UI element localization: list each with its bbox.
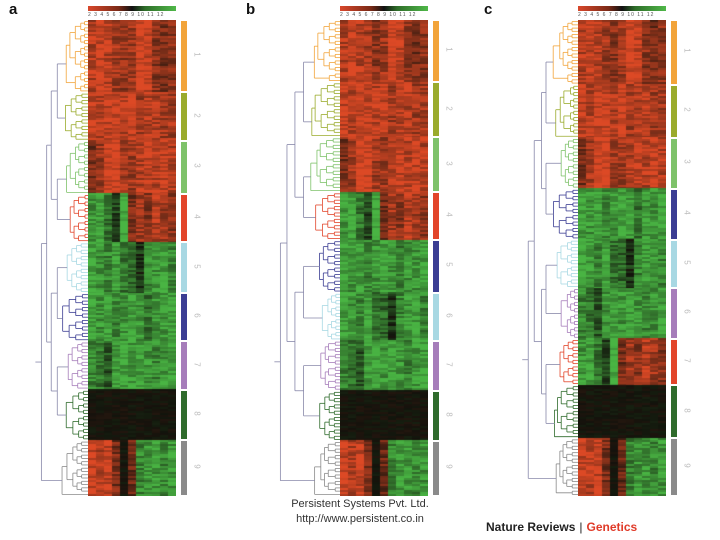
cluster-label: 8 bbox=[444, 412, 454, 417]
cluster-strip bbox=[433, 241, 439, 292]
panel-a-colorbar bbox=[88, 6, 176, 11]
cluster-strip bbox=[433, 391, 439, 440]
cluster-label: 3 bbox=[444, 160, 454, 166]
caption-company: Persistent Systems Pvt. Ltd. bbox=[291, 498, 429, 510]
cluster-strip bbox=[433, 193, 439, 240]
cluster-strip bbox=[433, 83, 439, 137]
caption: Persistent Systems Pvt. Ltd. http://www.… bbox=[270, 497, 450, 527]
panel-c-colorbar-ticks: 2 3 4 5 6 7 8 9 10 11 12 bbox=[578, 12, 655, 18]
cluster-label: 1 bbox=[192, 52, 202, 57]
cluster-label: 1 bbox=[444, 47, 454, 52]
journal-section: Genetics bbox=[586, 520, 638, 534]
journal-credit: Nature Reviews | Genetics bbox=[486, 520, 637, 534]
caption-url[interactable]: http://www.persistent.co.in bbox=[296, 513, 424, 525]
cluster-label: 9 bbox=[682, 463, 692, 468]
cluster-strip bbox=[433, 441, 439, 495]
cluster-strip bbox=[433, 341, 439, 390]
cluster-strip bbox=[181, 390, 187, 440]
cluster-label: 5 bbox=[192, 263, 202, 269]
cluster-label: 2 bbox=[192, 112, 202, 118]
cluster-label: 3 bbox=[192, 163, 202, 169]
cluster-strip bbox=[181, 441, 187, 495]
panel-a-heatmap bbox=[88, 20, 176, 496]
cluster-label: 8 bbox=[192, 411, 202, 416]
cluster-label: 9 bbox=[444, 464, 454, 470]
cluster-label: 6 bbox=[682, 309, 692, 315]
panel-b-colorbar bbox=[340, 6, 428, 11]
cluster-label: 5 bbox=[682, 260, 692, 265]
cluster-strip bbox=[671, 85, 677, 137]
cluster-label: 2 bbox=[444, 105, 454, 111]
cluster-strip bbox=[433, 138, 439, 192]
cluster-strip bbox=[181, 294, 187, 341]
cluster-label: 4 bbox=[682, 210, 692, 215]
cluster-label: 1 bbox=[682, 48, 692, 54]
cluster-strip bbox=[181, 93, 187, 140]
panel-b-dendrogram bbox=[274, 21, 340, 495]
panel-a-letter: a bbox=[9, 1, 18, 18]
panel-c-dendrogram bbox=[522, 21, 578, 495]
cluster-label: 7 bbox=[682, 358, 692, 363]
panel-a-colorbar-ticks: 2 3 4 5 6 7 8 9 10 11 12 bbox=[88, 12, 165, 18]
cluster-strip bbox=[671, 21, 677, 84]
cluster-strip bbox=[181, 141, 187, 193]
panel-b-colorbar-ticks: 2 3 4 5 6 7 8 9 10 11 12 bbox=[340, 12, 417, 18]
cluster-strip bbox=[671, 339, 677, 385]
cluster-label: 4 bbox=[192, 214, 202, 219]
cluster-strip bbox=[671, 240, 677, 288]
cluster-label: 3 bbox=[682, 159, 692, 164]
cluster-strip bbox=[181, 21, 187, 92]
panel-b-letter: b bbox=[246, 1, 256, 18]
cluster-label: 4 bbox=[444, 212, 454, 217]
cluster-strip bbox=[433, 21, 439, 82]
cluster-label: 2 bbox=[682, 107, 692, 112]
panel-c-colorbar bbox=[578, 6, 666, 11]
cluster-label: 6 bbox=[192, 313, 202, 318]
cluster-strip bbox=[671, 386, 677, 438]
panel-b-heatmap bbox=[340, 20, 428, 496]
cluster-label: 9 bbox=[192, 464, 202, 469]
cluster-strip bbox=[433, 293, 439, 340]
panel-c-heatmap bbox=[578, 20, 666, 496]
journal-name: Nature Reviews bbox=[486, 520, 576, 534]
cluster-strip bbox=[671, 138, 677, 188]
cluster-strip bbox=[671, 439, 677, 495]
cluster-strip bbox=[181, 243, 187, 293]
panel-c-letter: c bbox=[484, 1, 493, 18]
cluster-label: 7 bbox=[192, 361, 202, 367]
cluster-strip bbox=[671, 189, 677, 239]
cluster-label: 8 bbox=[682, 407, 692, 413]
cluster-label: 7 bbox=[444, 361, 454, 367]
journal-separator: | bbox=[579, 520, 583, 534]
cluster-strip bbox=[181, 342, 187, 389]
cluster-label: 5 bbox=[444, 262, 454, 268]
cluster-strip bbox=[181, 194, 187, 242]
cluster-strip bbox=[671, 289, 677, 338]
panel-a-dendrogram bbox=[35, 21, 88, 495]
cluster-label: 6 bbox=[444, 312, 454, 318]
